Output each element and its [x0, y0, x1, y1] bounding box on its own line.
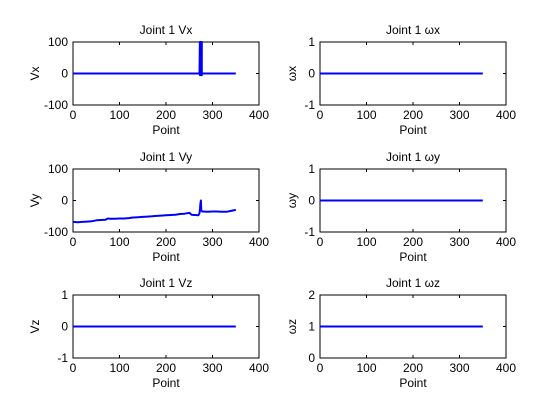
x-tick-label: 0 — [317, 108, 324, 122]
y-tick-label: 1 — [308, 35, 315, 49]
x-tick-label: 200 — [403, 361, 423, 375]
y-tick-label: 1 — [308, 320, 315, 334]
plot-title: Joint 1 ωz — [386, 276, 440, 290]
x-tick-label: 400 — [249, 108, 269, 122]
plot-title: Joint 1 Vx — [140, 23, 193, 37]
x-tick-label: 400 — [496, 361, 516, 375]
x-tick-label: 0 — [317, 235, 324, 249]
x-axis-label: Point — [399, 376, 427, 390]
y-tick-label: 2 — [308, 288, 315, 302]
y-axis-label: ωx — [285, 66, 299, 81]
x-tick-label: 300 — [202, 108, 222, 122]
y-tick-label: -100 — [44, 98, 68, 112]
x-axis-label: Point — [152, 376, 180, 390]
y-axis-label: Vz — [28, 319, 42, 333]
axes-box — [72, 168, 260, 233]
y-tick-label: -1 — [304, 225, 315, 239]
x-tick-label: 300 — [449, 235, 469, 249]
x-tick-label: 100 — [356, 361, 376, 375]
x-tick-label: 400 — [249, 361, 269, 375]
x-tick-label: 200 — [403, 235, 423, 249]
x-axis-label: Point — [399, 123, 427, 137]
x-axis-label: Point — [399, 250, 427, 264]
plot-title: Joint 1 ωy — [386, 150, 440, 164]
y-tick-label: 0 — [61, 194, 68, 208]
x-tick-label: 200 — [156, 235, 176, 249]
series-line — [72, 199, 237, 224]
x-tick-label: 200 — [403, 108, 423, 122]
x-tick-label: 300 — [449, 361, 469, 375]
x-tick-label: 200 — [156, 108, 176, 122]
plot-title: Joint 1 Vz — [140, 276, 193, 290]
plot-title: Joint 1 Vy — [140, 150, 192, 164]
x-tick-label: 0 — [70, 108, 77, 122]
x-tick-label: 400 — [249, 235, 269, 249]
y-tick-label: 1 — [61, 288, 68, 302]
x-axis-label: Point — [152, 250, 180, 264]
x-tick-label: 100 — [109, 235, 129, 249]
y-tick-label: 0 — [308, 194, 315, 208]
x-tick-label: 0 — [70, 361, 77, 375]
subplot-6: 0 100 200 300 400 0 1 2 Joint 1 ωz Point ωz — [285, 276, 516, 390]
x-tick-label: 0 — [317, 361, 324, 375]
x-tick-label: 300 — [449, 108, 469, 122]
x-tick-label: 300 — [202, 235, 222, 249]
y-tick-label: 0 — [308, 67, 315, 81]
y-tick-label: 1 — [308, 162, 315, 176]
y-tick-label: 100 — [48, 162, 68, 176]
y-axis-label: ωz — [285, 319, 299, 334]
y-axis-label: Vx — [28, 66, 42, 80]
x-tick-label: 400 — [496, 108, 516, 122]
plot-title: Joint 1 ωx — [386, 23, 440, 37]
y-tick-label: -100 — [44, 225, 68, 239]
x-tick-label: 100 — [109, 108, 129, 122]
y-tick-label: -1 — [304, 98, 315, 112]
series-line — [73, 41, 236, 77]
x-tick-label: 300 — [202, 361, 222, 375]
x-axis-label: Point — [152, 123, 180, 137]
x-tick-label: 0 — [70, 235, 77, 249]
x-tick-label: 100 — [356, 108, 376, 122]
y-tick-label: 0 — [308, 351, 315, 365]
x-tick-label: 400 — [496, 235, 516, 249]
x-tick-label: 100 — [109, 361, 129, 375]
y-axis-label: ωy — [285, 193, 299, 208]
y-tick-label: 0 — [61, 67, 68, 81]
x-tick-label: 100 — [356, 235, 376, 249]
y-tick-label: 0 — [61, 320, 68, 334]
x-tick-label: 200 — [156, 361, 176, 375]
y-tick-label: -1 — [57, 351, 68, 365]
y-axis-label: Vy — [28, 194, 42, 208]
y-tick-label: 100 — [48, 35, 68, 49]
